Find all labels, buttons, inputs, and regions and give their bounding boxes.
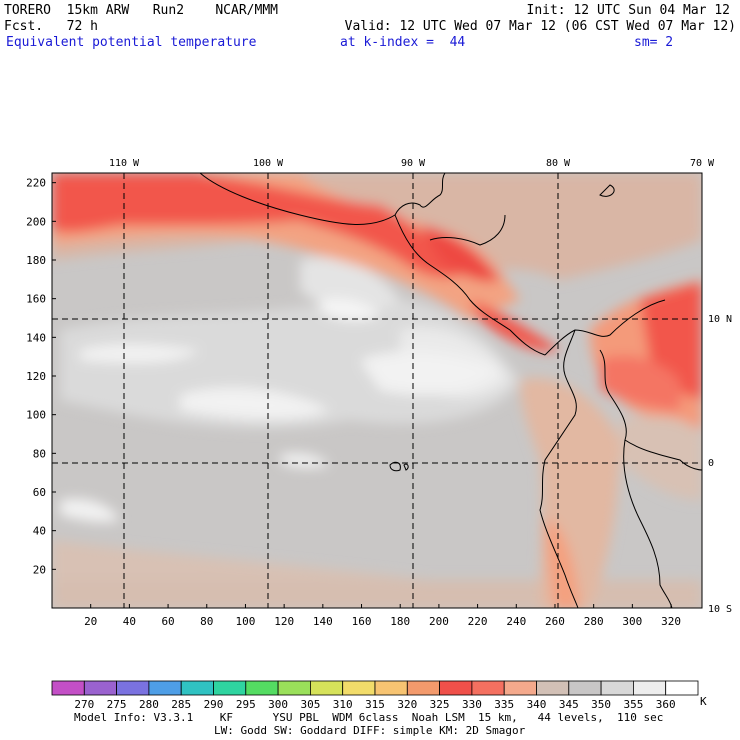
- x-tick-label: 160: [352, 615, 372, 628]
- x-tick-label: 200: [429, 615, 449, 628]
- colorbar-label: 315: [365, 698, 385, 711]
- footer-physics-info: LW: Godd SW: Goddard DIFF: simple KM: 2D…: [214, 724, 526, 737]
- longitude-labels: 110 W 100 W 90 W 80 W 70 W: [109, 158, 715, 169]
- colorbar-cell: [600, 680, 634, 696]
- colorbar-cell: [471, 680, 505, 696]
- colorbar-cell: [633, 680, 667, 696]
- y-tick-label: 120: [26, 370, 46, 383]
- x-tick-label: 280: [584, 615, 604, 628]
- temperature-field: [52, 173, 702, 608]
- x-tick-label: 240: [506, 615, 526, 628]
- colorbar-cell: [568, 680, 602, 696]
- colorbar-cell: [503, 680, 537, 696]
- colorbar-cell: [83, 680, 118, 696]
- x-tick-label: 300: [622, 615, 642, 628]
- x-tick-label: 260: [545, 615, 565, 628]
- colorbar-label: 300: [268, 698, 288, 711]
- colorbar-label: 360: [656, 698, 676, 711]
- y-tick-label: 160: [26, 293, 46, 306]
- lat-label-0: 0: [708, 458, 714, 469]
- colorbar: 270 275 280 285 290 295 300 305 310 315 320 325 330 3…: [51, 680, 707, 711]
- map-frame: [51, 172, 703, 609]
- lon-label-70w: 70 W: [690, 158, 715, 169]
- colorbar-label: 335: [494, 698, 514, 711]
- x-tick-label: 20: [84, 615, 97, 628]
- lat-label-10n: 10 N: [708, 314, 732, 325]
- colorbar-label: 325: [430, 698, 450, 711]
- colorbar-label: 355: [623, 698, 643, 711]
- colorbar-label: 285: [171, 698, 191, 711]
- colorbar-label: 330: [462, 698, 482, 711]
- graticule: [52, 173, 702, 608]
- colorbar-cell: [213, 680, 247, 696]
- lon-label-80w: 80 W: [546, 158, 571, 169]
- latitude-labels: 10 N 0 10 S: [708, 314, 732, 615]
- y-tick-label: 220: [26, 177, 46, 190]
- y-tick-label: 40: [33, 525, 46, 538]
- footer-model-info: Model Info: V3.3.1 KF YSU PBL WDM 6class…: [74, 711, 664, 724]
- colorbar-cell: [116, 680, 150, 696]
- colorbar-cell: [148, 680, 182, 696]
- x-tick-label: 140: [313, 615, 333, 628]
- smoothing-label: sm= 2: [634, 35, 674, 50]
- colorbar-label: 320: [397, 698, 417, 711]
- x-axis-ticks: 20 40 60 80 100 120 140 160 180 200 220 240 260 280 30…: [84, 604, 681, 628]
- map-figure: 110 W 100 W 90 W 80 W 70 W 10 N 0 10 S 2…: [26, 158, 732, 628]
- field-title: Equivalent potential temperature: [6, 35, 257, 50]
- x-tick-label: 120: [274, 615, 294, 628]
- colorbar-cell: [180, 680, 214, 696]
- colorbar-cell: [665, 680, 699, 696]
- colorbar-cell: [309, 680, 344, 696]
- colorbar-cell: [439, 680, 473, 696]
- colorbar-cell: [51, 680, 85, 696]
- colorbar-label: 350: [591, 698, 611, 711]
- y-tick-label: 60: [33, 486, 46, 499]
- colorbar-label: 310: [333, 698, 353, 711]
- y-tick-label: 140: [26, 331, 46, 344]
- level-label: at k-index = 44: [340, 35, 466, 50]
- header-forecast: Fcst. 72 h: [4, 19, 98, 34]
- colorbar-label: 340: [527, 698, 547, 711]
- colorbar-cell: [342, 680, 376, 696]
- x-tick-label: 180: [390, 615, 410, 628]
- y-tick-label: 20: [33, 563, 46, 576]
- lat-label-10s: 10 S: [708, 604, 732, 615]
- colorbar-cell: [536, 680, 570, 696]
- header-init: Init: 12 UTC Sun 04 Mar 12: [526, 3, 731, 18]
- colorbar-label: 270: [74, 698, 94, 711]
- y-tick-label: 200: [26, 215, 46, 228]
- colorbar-cell: [406, 680, 440, 696]
- x-tick-label: 100: [236, 615, 256, 628]
- colorbar-label: 280: [139, 698, 159, 711]
- x-tick-label: 80: [200, 615, 213, 628]
- colorbar-label: 295: [236, 698, 256, 711]
- lon-label-90w: 90 W: [401, 158, 426, 169]
- colorbar-cell: [374, 680, 408, 696]
- y-tick-label: 80: [33, 447, 46, 460]
- x-tick-label: 320: [661, 615, 681, 628]
- y-tick-label: 100: [26, 409, 46, 422]
- header-valid: Valid: 12 UTC Wed 07 Mar 12 (06 CST Wed …: [344, 19, 736, 34]
- colorbar-label: 275: [107, 698, 127, 711]
- x-tick-label: 60: [161, 615, 174, 628]
- lon-label-110w: 110 W: [109, 158, 140, 169]
- colorbar-label: 305: [300, 698, 320, 711]
- colorbar-unit: K: [700, 695, 707, 708]
- x-tick-label: 220: [468, 615, 488, 628]
- colorbar-label: 290: [204, 698, 224, 711]
- coastlines: [199, 173, 702, 608]
- y-axis-ticks: 220 200 180 160 140 120 100 80 60 40 20: [26, 177, 56, 576]
- y-tick-label: 180: [26, 254, 46, 267]
- colorbar-cell: [245, 680, 279, 696]
- header-model: TORERO 15km ARW Run2 NCAR/MMM: [4, 3, 278, 18]
- colorbar-cell: [277, 680, 311, 696]
- colorbar-label: 345: [559, 698, 579, 711]
- lon-label-100w: 100 W: [253, 158, 284, 169]
- x-tick-label: 40: [123, 615, 136, 628]
